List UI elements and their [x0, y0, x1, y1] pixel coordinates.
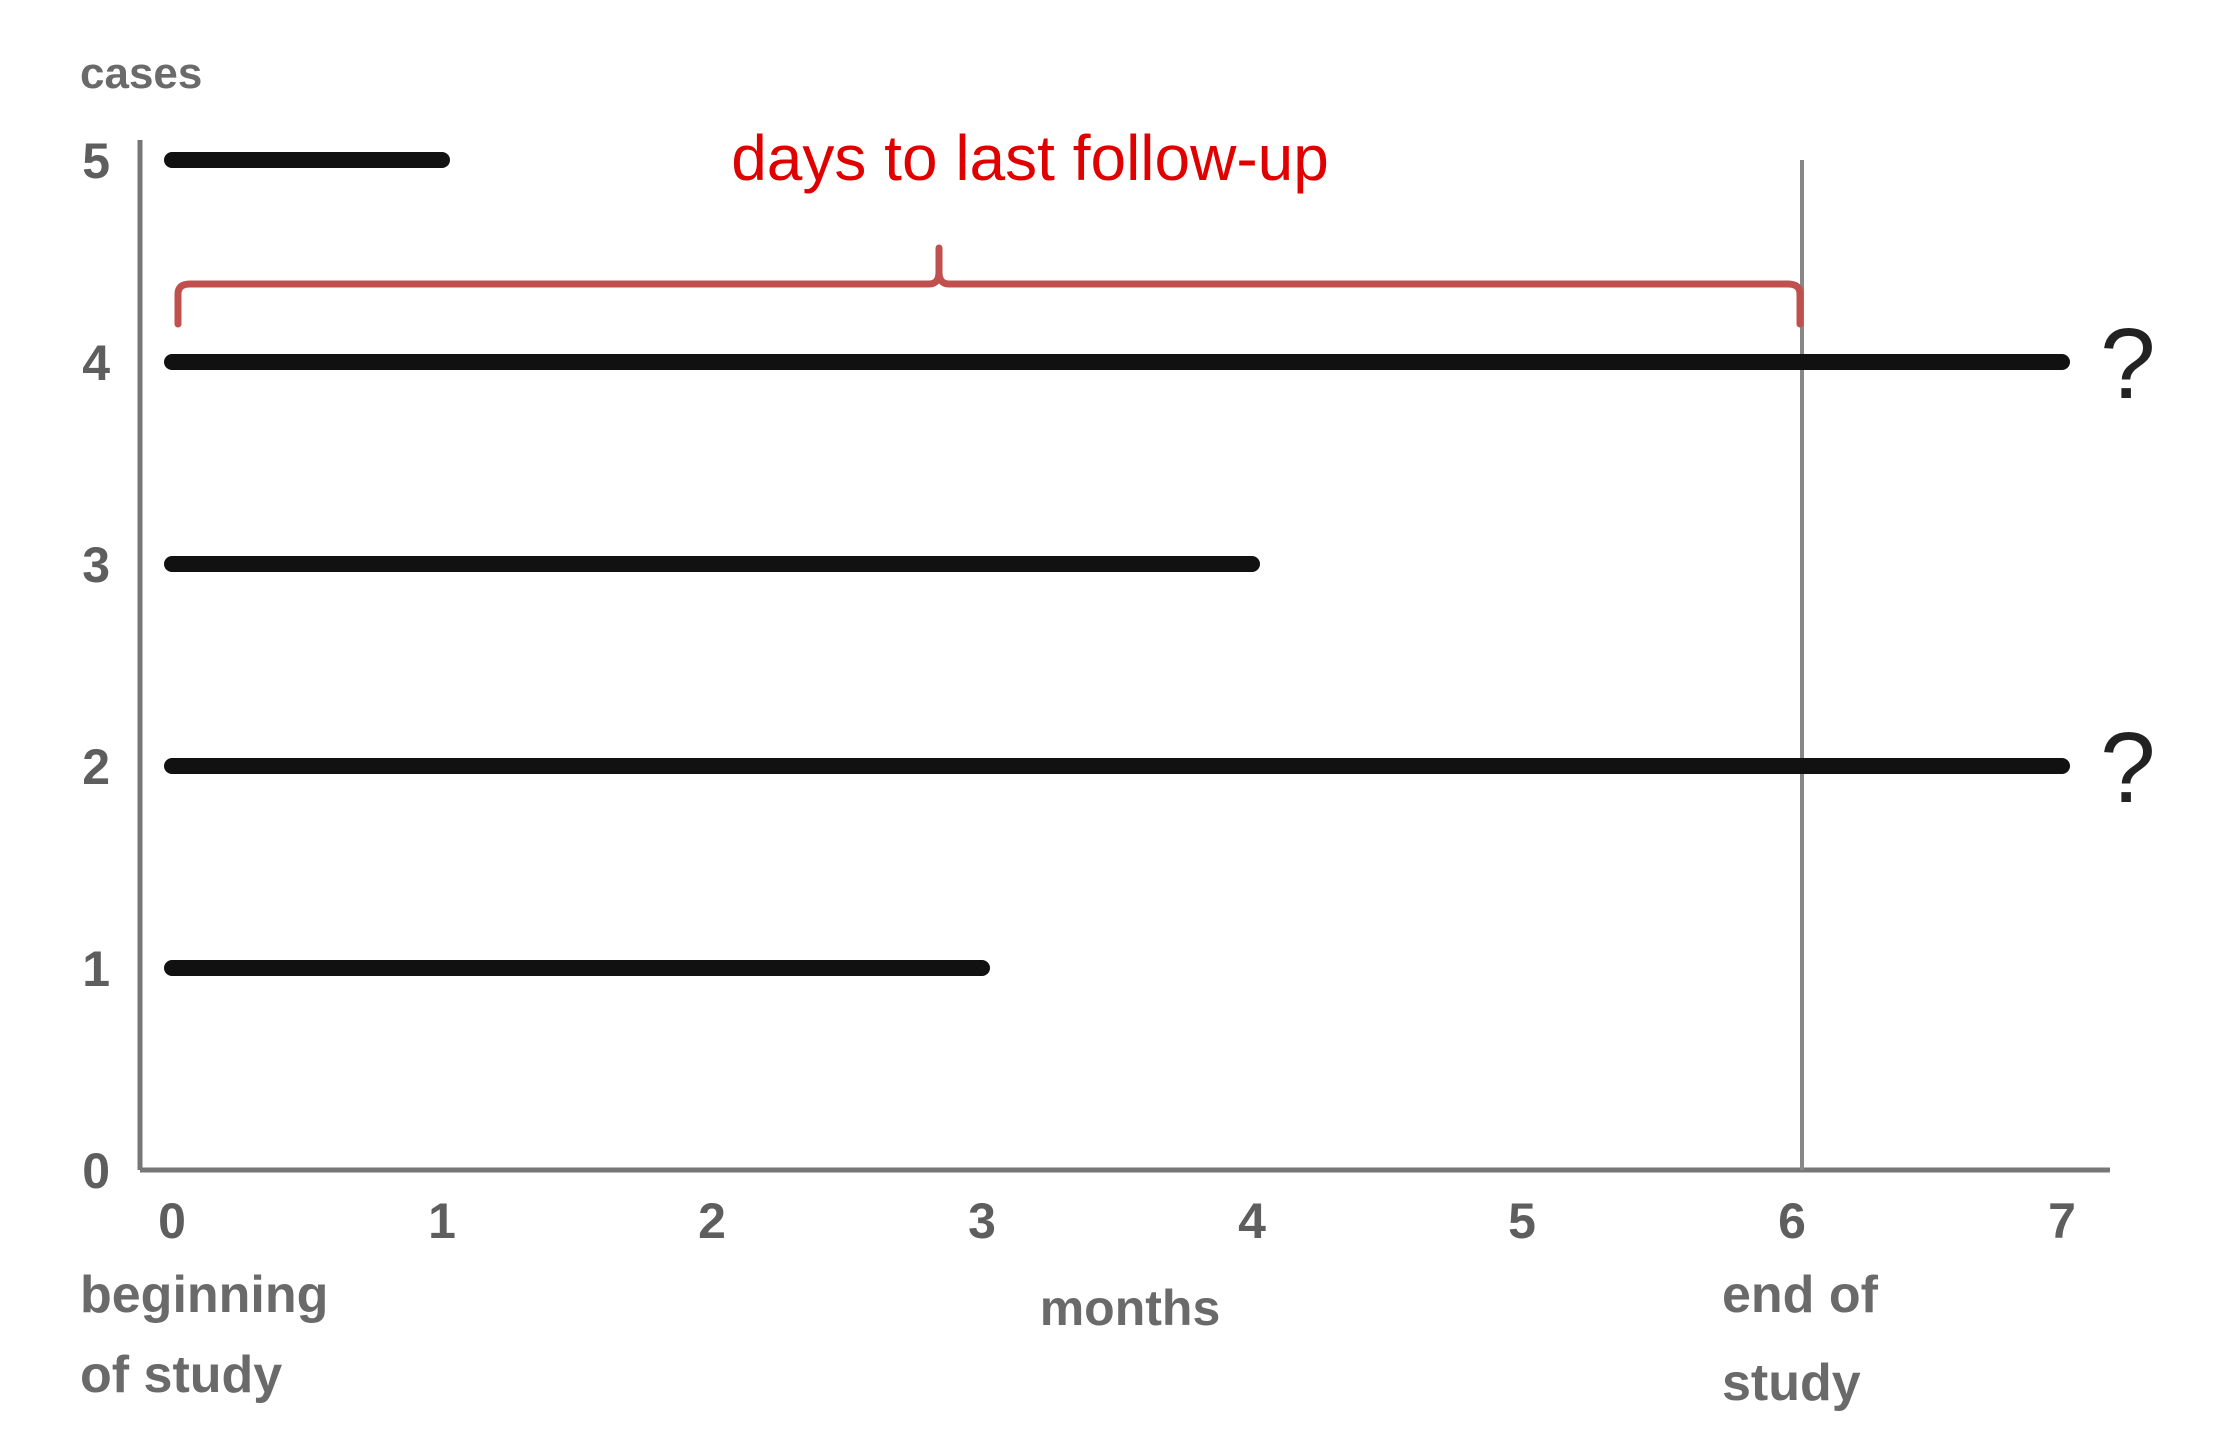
- x-tick-label-5: 5: [1508, 1193, 1536, 1249]
- censored-marker-case-2: ?: [2100, 712, 2156, 824]
- x-tick-label-1: 1: [428, 1193, 456, 1249]
- bracket-label: days to last follow-up: [731, 122, 1329, 194]
- y-tick-label-4: 4: [82, 335, 110, 391]
- x-axis-label: months: [1040, 1280, 1221, 1336]
- y-tick-label-3: 3: [82, 537, 110, 593]
- follow-up-bracket: [174, 244, 1804, 328]
- y-tick-label-2: 2: [82, 739, 110, 795]
- x-tick-label-0: 0: [158, 1193, 186, 1249]
- x-tick-label-4: 4: [1238, 1193, 1266, 1249]
- y-ticks-group: 0 1 2 3 4 5: [82, 133, 110, 1199]
- x-ticks-group: 0 1 2 3 4 5 6 7: [158, 1193, 2076, 1249]
- beginning-of-study-label-line2: of study: [80, 1346, 282, 1404]
- x-tick-label-2: 2: [698, 1193, 726, 1249]
- y-axis-label: cases: [80, 49, 202, 98]
- y-tick-label-0: 0: [82, 1143, 110, 1199]
- y-tick-label-5: 5: [82, 133, 110, 189]
- censored-marker-case-4: ?: [2100, 308, 2156, 420]
- end-of-study-label-line1: end of: [1722, 1266, 1879, 1324]
- x-tick-label-3: 3: [968, 1193, 996, 1249]
- x-tick-label-6: 6: [1778, 1193, 1806, 1249]
- y-tick-label-1: 1: [82, 941, 110, 997]
- x-tick-label-7: 7: [2048, 1193, 2076, 1249]
- bars-group: ??: [164, 152, 2156, 976]
- end-of-study-label-line2: study: [1722, 1354, 1861, 1412]
- beginning-of-study-label-line1: beginning: [80, 1266, 328, 1324]
